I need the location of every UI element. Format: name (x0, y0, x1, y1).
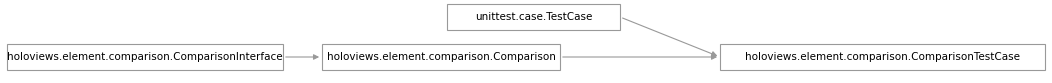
Text: holoviews.element.comparison.ComparisonInterface: holoviews.element.comparison.ComparisonI… (7, 52, 283, 62)
Text: holoviews.element.comparison.Comparison: holoviews.element.comparison.Comparison (326, 52, 555, 62)
Bar (447, 4, 620, 30)
Text: holoviews.element.comparison.ComparisonTestCase: holoviews.element.comparison.ComparisonT… (745, 52, 1020, 62)
Bar (720, 44, 1045, 70)
Bar (7, 44, 283, 70)
Bar (322, 44, 560, 70)
Text: unittest.case.TestCase: unittest.case.TestCase (474, 12, 592, 22)
